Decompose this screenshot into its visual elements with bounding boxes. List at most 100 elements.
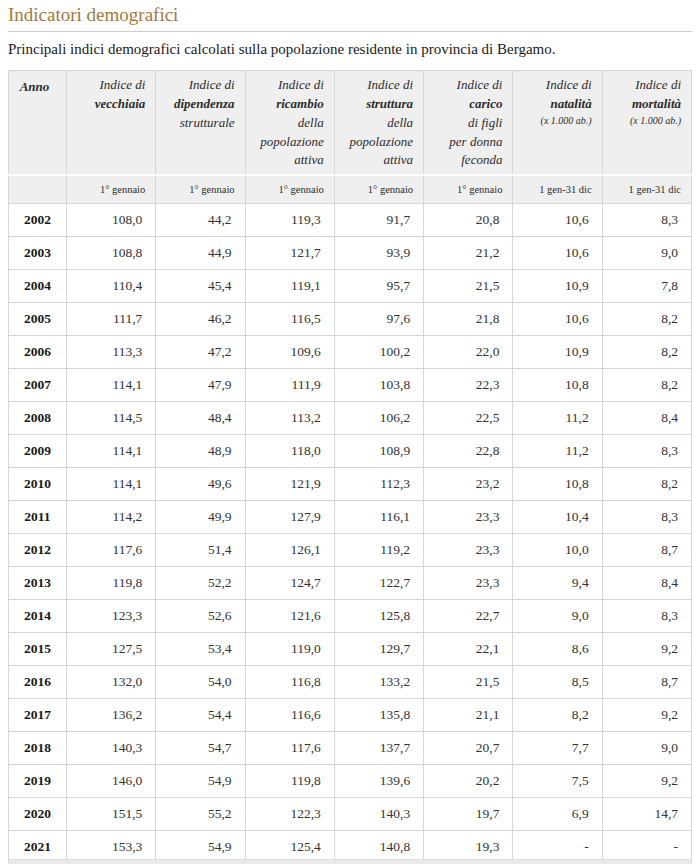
- value-cell: 8,6: [513, 632, 602, 665]
- value-cell: 9,2: [602, 698, 691, 731]
- value-cell: 119,0: [245, 632, 334, 665]
- value-cell: 54,9: [156, 764, 245, 797]
- year-cell: 2016: [9, 665, 67, 698]
- value-cell: 53,4: [156, 632, 245, 665]
- year-cell: 2011: [9, 500, 67, 533]
- period-header-3: 1° gennaio: [334, 175, 423, 203]
- value-cell: 116,1: [334, 500, 423, 533]
- value-cell: 135,8: [334, 698, 423, 731]
- page-title: Indicatori demografici: [8, 4, 692, 32]
- value-cell: 132,0: [67, 665, 156, 698]
- value-cell: 100,2: [334, 335, 423, 368]
- table-body: 2002108,044,2119,391,720,810,68,32003108…: [9, 203, 692, 863]
- value-cell: 122,7: [334, 566, 423, 599]
- year-cell: 2013: [9, 566, 67, 599]
- table-row: 2007114,147,9111,9103,822,310,88,2: [9, 368, 692, 401]
- value-cell: 47,2: [156, 335, 245, 368]
- value-cell: 121,7: [245, 236, 334, 269]
- value-cell: 8,2: [602, 335, 691, 368]
- table-header: AnnoIndice divecchiaiaIndice didipendenz…: [9, 71, 692, 204]
- period-header-5: 1 gen-31 dic: [513, 175, 602, 203]
- table-row: 2019146,054,9119,8139,620,27,59,2: [9, 764, 692, 797]
- period-header-4: 1° gennaio: [424, 175, 513, 203]
- value-cell: 10,6: [513, 236, 602, 269]
- value-cell: 91,7: [334, 203, 423, 236]
- value-cell: 51,4: [156, 533, 245, 566]
- value-cell: 21,5: [424, 665, 513, 698]
- value-cell: 118,0: [245, 434, 334, 467]
- value-cell: 54,4: [156, 698, 245, 731]
- value-cell: 9,4: [513, 566, 602, 599]
- year-cell: 2002: [9, 203, 67, 236]
- table-row: 2005111,746,2116,597,621,810,68,2: [9, 302, 692, 335]
- value-cell: 124,7: [245, 566, 334, 599]
- value-cell: 7,5: [513, 764, 602, 797]
- value-cell: 9,0: [602, 731, 691, 764]
- value-cell: 119,2: [334, 533, 423, 566]
- value-cell: 11,2: [513, 434, 602, 467]
- value-cell: 133,2: [334, 665, 423, 698]
- value-cell: 146,0: [67, 764, 156, 797]
- table-row: 2013119,852,2124,7122,723,39,48,4: [9, 566, 692, 599]
- year-cell: 2004: [9, 269, 67, 302]
- value-cell: 106,2: [334, 401, 423, 434]
- value-cell: 119,8: [245, 764, 334, 797]
- value-cell: 108,0: [67, 203, 156, 236]
- year-cell: 2008: [9, 401, 67, 434]
- value-cell: 22,8: [424, 434, 513, 467]
- table-row: 2016132,054,0116,8133,221,58,58,7: [9, 665, 692, 698]
- value-cell: 21,1: [424, 698, 513, 731]
- value-cell: 114,2: [67, 500, 156, 533]
- value-cell: 22,3: [424, 368, 513, 401]
- column-header-6: Indice dimortalità(x 1.000 ab.): [602, 71, 691, 176]
- value-cell: 119,1: [245, 269, 334, 302]
- value-cell: 111,7: [67, 302, 156, 335]
- value-cell: 110,4: [67, 269, 156, 302]
- table-row: 2008114,548,4113,2106,222,511,28,4: [9, 401, 692, 434]
- value-cell: 22,1: [424, 632, 513, 665]
- year-cell: 2003: [9, 236, 67, 269]
- value-cell: 20,7: [424, 731, 513, 764]
- value-cell: 137,7: [334, 731, 423, 764]
- table-row: 2012117,651,4126,1119,223,310,08,7: [9, 533, 692, 566]
- value-cell: 52,6: [156, 599, 245, 632]
- year-cell: 2007: [9, 368, 67, 401]
- value-cell: 23,3: [424, 566, 513, 599]
- column-header-4: Indice dicaricodi figliper donnafeconda: [424, 71, 513, 176]
- value-cell: 111,9: [245, 368, 334, 401]
- year-cell: 2012: [9, 533, 67, 566]
- year-cell: 2006: [9, 335, 67, 368]
- table-row: 2014123,352,6121,6125,822,79,08,3: [9, 599, 692, 632]
- period-header-6: 1 gen-31 dic: [602, 175, 691, 203]
- value-cell: 121,6: [245, 599, 334, 632]
- demographic-indicators-table: AnnoIndice divecchiaiaIndice didipendenz…: [8, 70, 692, 864]
- value-cell: 10,8: [513, 467, 602, 500]
- page-subtitle: Principali indici demografici calcolati …: [8, 41, 692, 58]
- value-cell: 129,7: [334, 632, 423, 665]
- table-row: 2011114,249,9127,9116,123,310,48,3: [9, 500, 692, 533]
- value-cell: 20,8: [424, 203, 513, 236]
- value-cell: 22,7: [424, 599, 513, 632]
- value-cell: 23,3: [424, 533, 513, 566]
- value-cell: 9,0: [513, 599, 602, 632]
- value-cell: 139,6: [334, 764, 423, 797]
- value-cell: 113,2: [245, 401, 334, 434]
- value-cell: 10,9: [513, 269, 602, 302]
- value-cell: 119,8: [67, 566, 156, 599]
- value-cell: 95,7: [334, 269, 423, 302]
- value-cell: 127,9: [245, 500, 334, 533]
- value-cell: 108,9: [334, 434, 423, 467]
- column-header-0: Indice divecchiaia: [67, 71, 156, 176]
- value-cell: 8,7: [602, 533, 691, 566]
- value-cell: 10,6: [513, 302, 602, 335]
- value-cell: 8,2: [602, 368, 691, 401]
- value-cell: 21,5: [424, 269, 513, 302]
- value-cell: 48,4: [156, 401, 245, 434]
- value-cell: 44,2: [156, 203, 245, 236]
- value-cell: 121,9: [245, 467, 334, 500]
- table-row: 2002108,044,2119,391,720,810,68,3: [9, 203, 692, 236]
- value-cell: 21,2: [424, 236, 513, 269]
- value-cell: 19,7: [424, 797, 513, 830]
- table-row: 2010114,149,6121,9112,323,210,88,2: [9, 467, 692, 500]
- value-cell: 11,2: [513, 401, 602, 434]
